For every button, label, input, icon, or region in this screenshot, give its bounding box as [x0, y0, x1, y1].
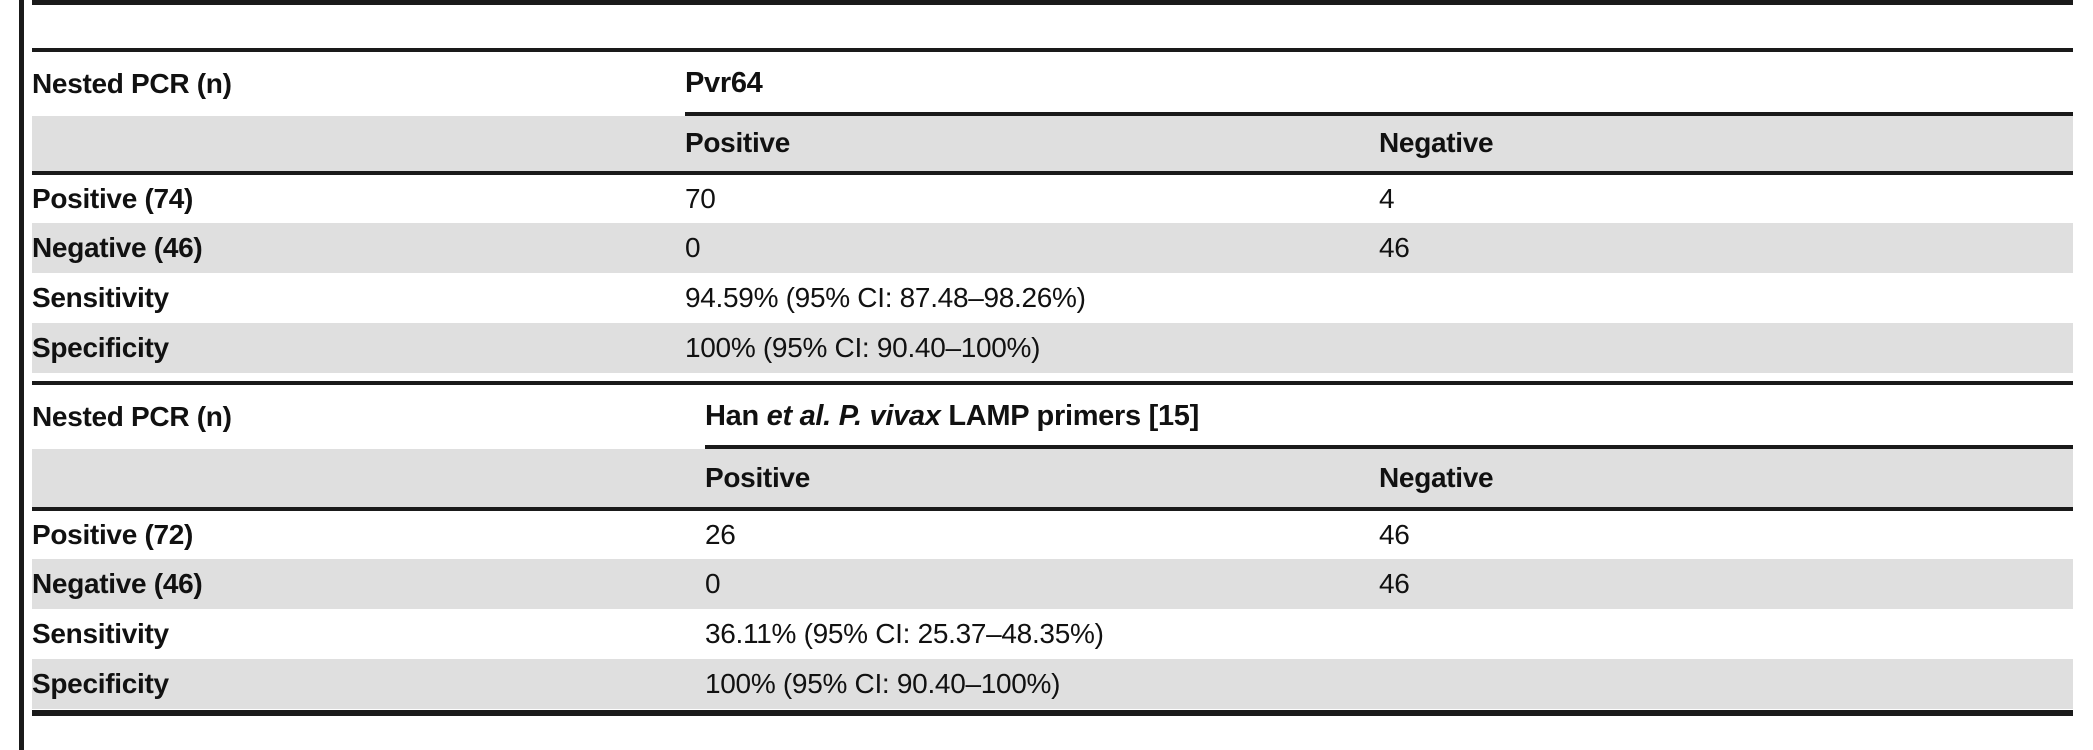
- empty-cell: [1379, 273, 2073, 323]
- table-row: Sensitivity 94.59% (95% CI: 87.48–98.26%…: [32, 273, 2073, 323]
- section2-group-underline: [705, 444, 2073, 449]
- section-divider-cell: [32, 372, 2073, 385]
- section-divider-rule: [32, 372, 2073, 385]
- table-row: Specificity 100% (95% CI: 90.40–100%): [32, 322, 2073, 373]
- page-left-border-line: [19, 0, 24, 750]
- row-label-cell: Sensitivity: [32, 617, 169, 649]
- section2-subheader-row: Positive Negative: [32, 448, 2073, 511]
- table-row: Negative (46) 0 46: [32, 558, 2073, 609]
- row-label-cell: Specificity: [32, 322, 685, 373]
- section1-subheader-row: Positive Negative: [32, 115, 2073, 175]
- section2-corner-label: Nested PCR (n): [32, 400, 232, 432]
- positive-value-cell: 26: [705, 518, 736, 550]
- section2-col-header-negative: Negative: [1379, 448, 2073, 511]
- negative-value-cell: 4: [1379, 182, 1395, 214]
- section2-subheader-empty-cell: [32, 448, 685, 511]
- sensitivity-value-cell: 94.59% (95% CI: 87.48–98.26%): [685, 281, 1086, 313]
- section1-subheader-empty-cell: [32, 115, 685, 175]
- table-row: Negative (46) 0 46: [32, 222, 2073, 273]
- diagnostic-results-table: Nested PCR (n) Pvr64 Positive Negative P…: [32, 0, 2073, 716]
- negative-value-cell: 46: [1379, 518, 1410, 550]
- positive-value-cell: 0: [685, 558, 1379, 609]
- row-label-cell: Sensitivity: [32, 281, 169, 313]
- section1-group-underline: [685, 111, 2073, 116]
- row-label-cell: Specificity: [32, 658, 685, 709]
- section1-corner-label: Nested PCR (n): [32, 67, 232, 99]
- section2-group-title: Han et al. P. vivax LAMP primers [15]: [705, 400, 1199, 432]
- section1-group-header-cell: Pvr64: [685, 50, 2073, 116]
- specificity-value-cell: 100% (95% CI: 90.40–100%): [685, 658, 1379, 709]
- section1-col-header-negative: Negative: [1379, 115, 2073, 175]
- specificity-value-cell: 100% (95% CI: 90.40–100%): [685, 322, 1379, 373]
- row-label-cell: Negative (46): [32, 558, 685, 609]
- negative-value-cell: 46: [1379, 558, 2073, 609]
- row-label-cell: Negative (46): [32, 222, 685, 273]
- table-row: Specificity 100% (95% CI: 90.40–100%): [32, 658, 2073, 709]
- table-row: Sensitivity 36.11% (95% CI: 25.37–48.35%…: [32, 609, 2073, 659]
- section2-col-header-positive: Positive: [685, 448, 1379, 511]
- sensitivity-value-cell: 36.11% (95% CI: 25.37–48.35%): [705, 617, 1104, 649]
- section1-col-header-positive: Positive: [685, 115, 1379, 175]
- section1-group-title: Pvr64: [685, 67, 763, 99]
- section2-group-header-cell: Han et al. P. vivax LAMP primers [15]: [685, 383, 2073, 449]
- table-bottom-cell: [32, 706, 2073, 716]
- cropped-top-row: [32, 2, 2073, 52]
- row-label-cell: Positive (72): [32, 518, 194, 550]
- section2-header-row: Nested PCR (n) Han et al. P. vivax LAMP …: [32, 383, 2073, 449]
- empty-cell: [1379, 609, 2073, 659]
- section1-header-row: Nested PCR (n) Pvr64: [32, 50, 2073, 116]
- table-row: Positive (74) 70 4: [32, 173, 2073, 223]
- negative-value-cell: 46: [1379, 222, 2073, 273]
- cropped-top-cell: [32, 2, 2073, 52]
- row-label-cell: Positive (74): [32, 182, 194, 214]
- table-bottom-rule: [32, 706, 2073, 716]
- positive-value-cell: 70: [685, 182, 716, 214]
- table-row: Positive (72) 26 46: [32, 509, 2073, 559]
- positive-value-cell: 0: [685, 222, 1379, 273]
- empty-cell: [1379, 322, 2073, 373]
- empty-cell: [1379, 658, 2073, 709]
